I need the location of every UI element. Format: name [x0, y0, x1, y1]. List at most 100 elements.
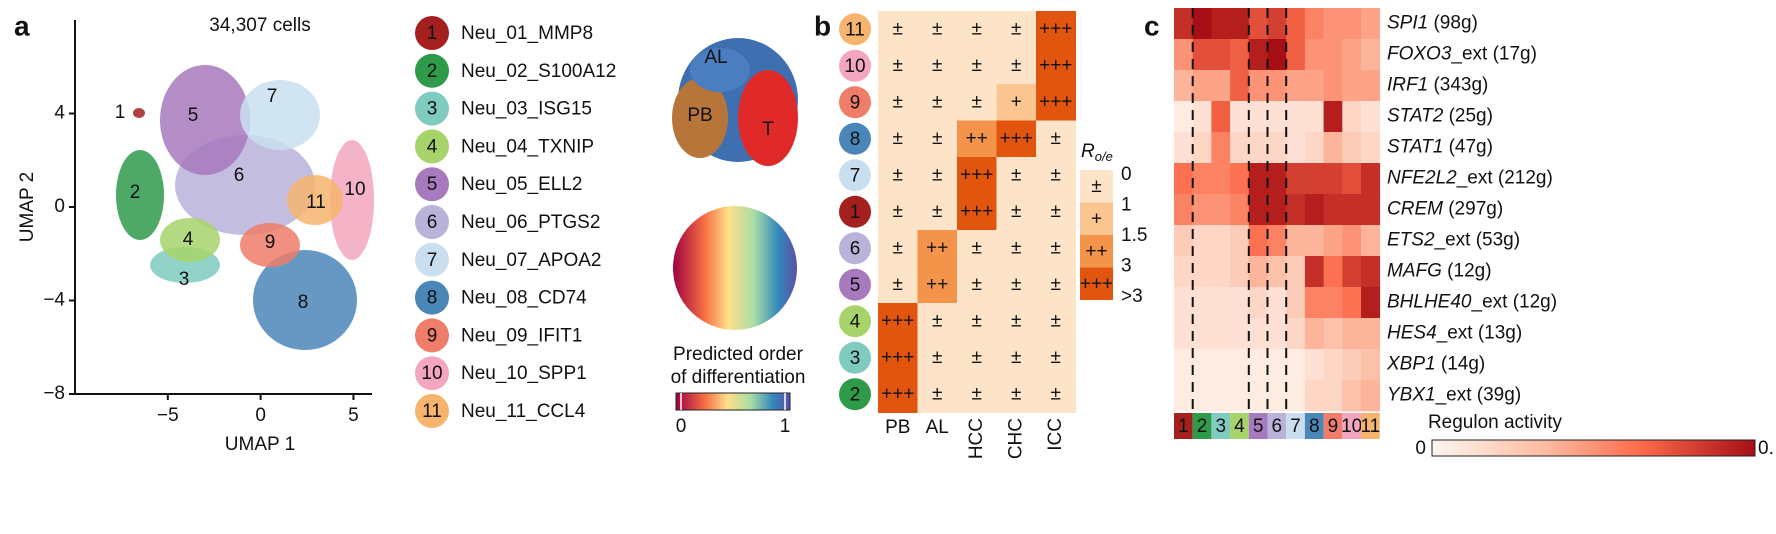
heatmap-cell: [1323, 287, 1343, 319]
roe-cell: [917, 47, 958, 85]
roe-symbol: ±: [932, 383, 942, 404]
column-label: HCC: [966, 418, 987, 459]
heatmap-cell: [1192, 39, 1212, 71]
heatmap-cell: [1211, 287, 1231, 319]
column-label: PB: [885, 417, 910, 438]
roe-cell: [957, 230, 997, 267]
cluster-label: 2: [130, 182, 141, 203]
heatmap-cell: [1211, 163, 1231, 195]
heatmap-cell: [1323, 318, 1343, 350]
legend-threshold: 3: [1121, 256, 1132, 277]
roe-symbol: ±: [1011, 237, 1021, 258]
heatmap-cell: [1230, 349, 1250, 381]
roe-cell: [1036, 339, 1076, 377]
heatmap-cell: [1342, 132, 1362, 164]
heatmap-cell: [1230, 70, 1250, 102]
heatmap-cell: [1211, 318, 1231, 350]
y-tick-label: 0: [54, 196, 65, 217]
roe-cell: [957, 376, 997, 413]
roe-symbol: ±: [1011, 383, 1021, 404]
column-label: 4: [1234, 416, 1245, 437]
row-marker: [839, 378, 871, 411]
roe-symbol: ±: [1051, 310, 1061, 331]
heatmap-cell: [1211, 256, 1231, 288]
roe-symbol: ±: [1011, 274, 1021, 295]
heatmap-cell: [1342, 318, 1362, 350]
caption: Predicted order: [673, 344, 804, 365]
heatmap-cell: [1361, 349, 1381, 381]
roe-symbol: ±: [1011, 164, 1021, 185]
heatmap-cell: [1267, 70, 1287, 102]
column-label: 11: [1360, 416, 1380, 437]
roe-symbol: ±: [1011, 310, 1021, 331]
y-tick-label: −4: [43, 290, 65, 311]
heatmap-cell: [1286, 194, 1306, 226]
heatmap-cell: [1323, 132, 1343, 164]
legend-label: Neu_11_CCL4: [461, 401, 586, 422]
roe-symbol: ±: [893, 128, 903, 149]
heatmap-cell: [1248, 256, 1268, 288]
colorbar: [675, 392, 791, 411]
panel-label: c: [1144, 10, 1160, 41]
column-label: 7: [1290, 416, 1301, 437]
heatmap-cell: [1174, 256, 1194, 288]
roe-cell: [996, 193, 1037, 231]
roe-symbol: ±: [893, 237, 903, 258]
cluster-label: 6: [234, 165, 245, 186]
roe-symbol: ±: [932, 91, 942, 112]
legend-number: 1: [427, 23, 438, 44]
heatmap-cell: [1286, 380, 1306, 412]
roe-symbol: ±: [1051, 201, 1061, 222]
roe-symbol: ±: [1011, 55, 1021, 76]
heatmap-cell: [1342, 225, 1362, 257]
roe-cell: [996, 266, 1037, 304]
heatmap-cell: [1192, 256, 1212, 288]
cluster-label: 1: [115, 102, 126, 123]
regulon-label: YBX1_ext (39g): [1387, 385, 1521, 406]
roe-cell: [1036, 47, 1076, 85]
roe-cell: [878, 230, 918, 267]
roe-symbol: ±: [932, 128, 942, 149]
heatmap-cell: [1248, 287, 1268, 319]
roe-symbol: ±: [972, 237, 982, 258]
roe-cell: [957, 84, 997, 121]
legend-label: Neu_07_APOA2: [461, 250, 602, 271]
legend-marker: [415, 356, 449, 391]
roe-symbol: ++: [926, 237, 948, 258]
heatmap-cell: [1361, 70, 1381, 102]
roe-symbol: +: [1011, 91, 1022, 112]
roe-cell: [996, 303, 1037, 340]
legend-number: 8: [427, 288, 438, 309]
heatmap-cell: [1323, 70, 1343, 102]
roe-symbol: +++: [960, 164, 993, 185]
heatmap-cell: [1211, 349, 1231, 381]
compartment-umap: [672, 38, 798, 166]
column-marker: [1361, 413, 1380, 439]
roe-cell: [957, 47, 997, 85]
x-tick-label: 0: [255, 405, 266, 426]
heatmap-cell: [1361, 256, 1381, 288]
heatmap-cell: [1286, 256, 1306, 288]
heatmap-cell: [1323, 39, 1343, 71]
heatmap-cell: [1267, 194, 1287, 226]
roe-cell: [1036, 120, 1076, 158]
roe-symbol: ±: [893, 55, 903, 76]
heatmap-cell: [1267, 380, 1287, 412]
roe-cell: [1036, 157, 1076, 194]
heatmap-cell: [1323, 349, 1343, 381]
legend-title-sub: o/e: [1095, 149, 1113, 164]
legend-number: 10: [421, 363, 442, 384]
regulon-label: BHLHE40_ext (12g): [1387, 292, 1557, 313]
x-tick-label: 5: [348, 405, 359, 426]
gene-suffix: _ext (12g): [1471, 292, 1558, 313]
roe-symbol: ±: [893, 18, 903, 39]
legend-label: Neu_03_ISG15: [461, 99, 592, 120]
heatmap-cell: [1304, 163, 1324, 195]
cluster-label: 11: [306, 192, 326, 213]
legend-marker: [415, 129, 449, 164]
cluster-cells: [240, 80, 320, 150]
heatmap-cell: [1286, 8, 1306, 40]
compartment-label: PB: [687, 105, 712, 126]
column-marker: [1248, 413, 1268, 439]
row-marker: [839, 159, 871, 192]
